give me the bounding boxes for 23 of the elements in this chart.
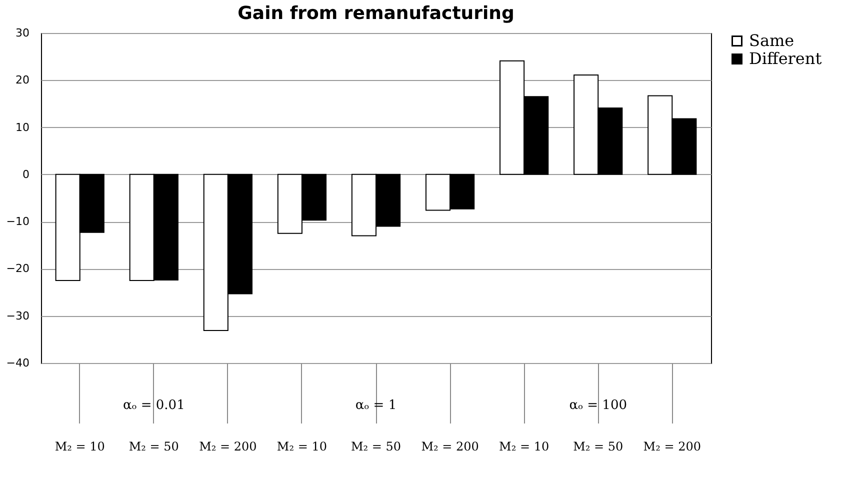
y-tick-label: 20: [16, 74, 30, 87]
y-tick-label: −30: [6, 309, 30, 322]
x-tick-label: M₂ = 10: [499, 440, 550, 454]
x-tick-label: M₂ = 200: [643, 440, 701, 454]
y-tick-label: 30: [16, 26, 30, 40]
legend-label: Different: [749, 49, 822, 68]
x-tick-label: M₂ = 50: [128, 440, 179, 454]
x-tick-label: M₂ = 200: [421, 440, 479, 454]
y-tick-label: −40: [6, 356, 30, 370]
x-tick-label: M₂ = 50: [573, 440, 624, 454]
legend-label: Same: [749, 31, 794, 50]
x-tick-label: M₂ = 200: [199, 440, 257, 454]
y-tick-label: 0: [22, 168, 30, 181]
chart-title: Gain from remanufacturing: [238, 3, 514, 24]
x-tick-label: M₂ = 50: [350, 440, 402, 454]
y-tick-label: 10: [16, 120, 30, 134]
x-tick-label: M₂ = 10: [54, 440, 105, 454]
x-tick-label: M₂ = 10: [276, 440, 327, 454]
text: αₒ = 100: [569, 398, 627, 413]
y-tick-label: −10: [6, 215, 30, 228]
text: αₒ = 1: [355, 398, 397, 413]
text: αₒ = 0.01: [122, 398, 185, 413]
y-tick-label: −20: [6, 262, 30, 276]
